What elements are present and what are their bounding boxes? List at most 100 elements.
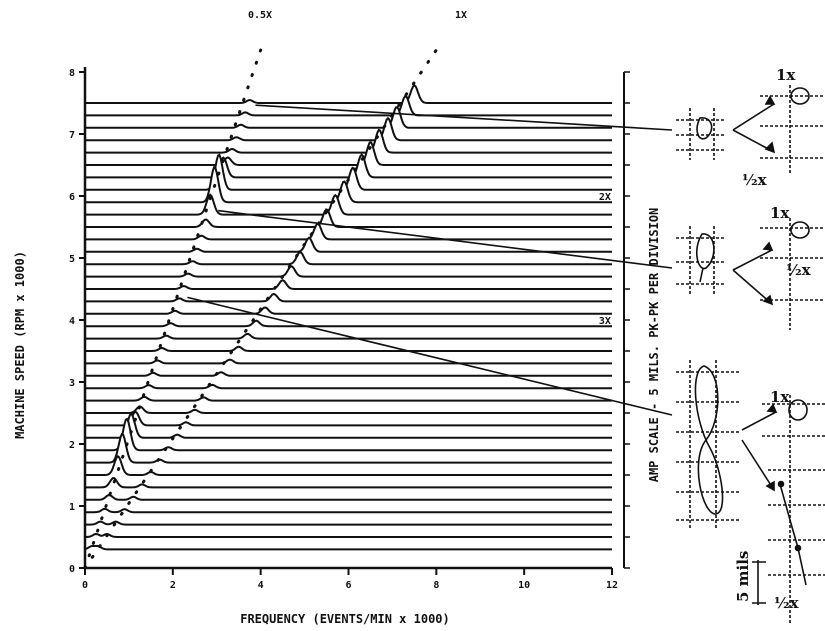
orbit-figure-eight [694, 365, 724, 515]
spectrum-trace [85, 251, 612, 266]
y-tick-label: 4 [69, 316, 75, 327]
spectrum-trace [85, 532, 612, 538]
spectrum-trace [85, 83, 612, 104]
spectrum-trace [85, 417, 612, 452]
spectrum-trace [85, 520, 612, 526]
orbit-scale-label: 5 mils [734, 551, 752, 602]
orbit-panels: 1x ½x 1x ½x 1x ½x 5 mi [676, 66, 825, 625]
spectrum-trace [85, 193, 612, 216]
trace-mask [85, 223, 612, 243]
trace-mask [85, 154, 612, 193]
order-label-half-x: 0.5X [248, 10, 272, 21]
x-tick-label: 4 [258, 580, 264, 591]
spectrum-trace [85, 265, 612, 278]
trace-mask [85, 307, 612, 317]
spectrum-trace [85, 292, 612, 303]
orbit-label-halfx-bottom: ½x [774, 594, 800, 612]
y-tick-label: 3 [69, 378, 75, 389]
orbit-label-halfx-top: ½x [742, 171, 768, 189]
y-axis-label: MACHINE SPEED (RPM x 1000) [13, 251, 27, 439]
orbit-label-halfx-middle: ½x [786, 261, 812, 279]
timebase-trace [779, 483, 807, 586]
inline-label-2x: 2X [599, 192, 611, 203]
spectrum-trace [85, 358, 612, 365]
order-label-1x: 1X [455, 10, 467, 21]
y-tick-label: 8 [69, 68, 75, 79]
callout-line [218, 209, 673, 269]
trace-mask [85, 280, 612, 292]
order-tracking-lines [83, 48, 438, 570]
spectrum-trace [85, 507, 612, 514]
trace-mask [85, 333, 612, 342]
trace-mask [85, 359, 612, 367]
spectrum-trace [84, 544, 612, 551]
trace-mask [85, 495, 612, 503]
orbit-1x-bottom [788, 399, 808, 421]
spectrum-trace [85, 222, 612, 241]
y-tick-label: 6 [69, 192, 75, 203]
orbit-1x-top [790, 87, 810, 105]
orbit-loop [695, 233, 715, 283]
spectrum-trace [85, 319, 612, 328]
amp-scale-label: AMP SCALE - 5 MILS. PK-PK PER DIVISION [647, 208, 661, 483]
spectrum-trace [85, 306, 612, 315]
orbit-label-1x-bottom: 1x [770, 388, 790, 406]
spectrum-trace [85, 371, 612, 377]
orbit-label-1x-top: 1x [776, 66, 796, 84]
y-tick-label: 5 [69, 254, 75, 265]
trace-mask [85, 508, 612, 516]
x-tick-label: 2 [170, 580, 176, 591]
spectrum-trace [85, 383, 612, 390]
orbit-panel-top: 1x ½x [676, 66, 825, 189]
trace-mask [85, 545, 612, 553]
spectrum-trace [85, 432, 612, 464]
y-tick-label: 2 [69, 440, 75, 451]
orbit-loop [696, 117, 713, 140]
trace-mask [85, 372, 612, 379]
x-tick-label: 6 [345, 580, 351, 591]
spectrum-trace [85, 105, 612, 129]
spectrum-trace [85, 94, 612, 117]
trace-mask [85, 411, 612, 429]
x-tick-label: 10 [518, 580, 530, 591]
orbit-panel-middle: 1x ½x [676, 204, 825, 330]
trace-mask [85, 294, 612, 305]
spectrum-trace [85, 140, 612, 166]
trace-mask [85, 346, 612, 354]
y-tick-label: 7 [69, 130, 75, 141]
spectrum-trace [85, 116, 612, 142]
spectrum-trace [85, 165, 612, 204]
spectrum-trace [85, 395, 612, 402]
callout-line [255, 104, 673, 131]
spectrum-trace [85, 410, 612, 427]
trace-mask [85, 266, 612, 280]
orbit-callout-lines [187, 104, 673, 416]
orbit-1x-middle [790, 221, 810, 239]
order-line [83, 48, 438, 570]
orbit-panel-bottom: 1x ½x 5 mils [676, 360, 825, 625]
callout-line [187, 296, 673, 416]
spectrum-trace [85, 128, 612, 154]
spectrum-trace [85, 208, 612, 228]
trace-mask [85, 478, 612, 491]
spectrum-trace [85, 494, 612, 501]
x-tick-label: 12 [606, 580, 618, 591]
x-tick-label: 8 [433, 580, 439, 591]
spectrum-trace [85, 332, 612, 340]
trace-mask [85, 384, 612, 392]
trace-mask [85, 396, 612, 404]
spectrum-trace [85, 345, 612, 352]
spectrum-trace [85, 236, 612, 253]
spectrum-trace [85, 279, 612, 290]
y-tick-label: 0 [69, 564, 75, 575]
spectrum-traces [84, 83, 612, 553]
orbit-label-1x-middle: 1x [770, 204, 790, 222]
inline-label-3x: 3X [599, 316, 611, 327]
trace-mask [85, 406, 612, 416]
x-tick-label: 0 [82, 580, 88, 591]
spectrum-trace [85, 476, 612, 489]
spectrum-trace [85, 405, 612, 414]
order-line [83, 48, 263, 570]
